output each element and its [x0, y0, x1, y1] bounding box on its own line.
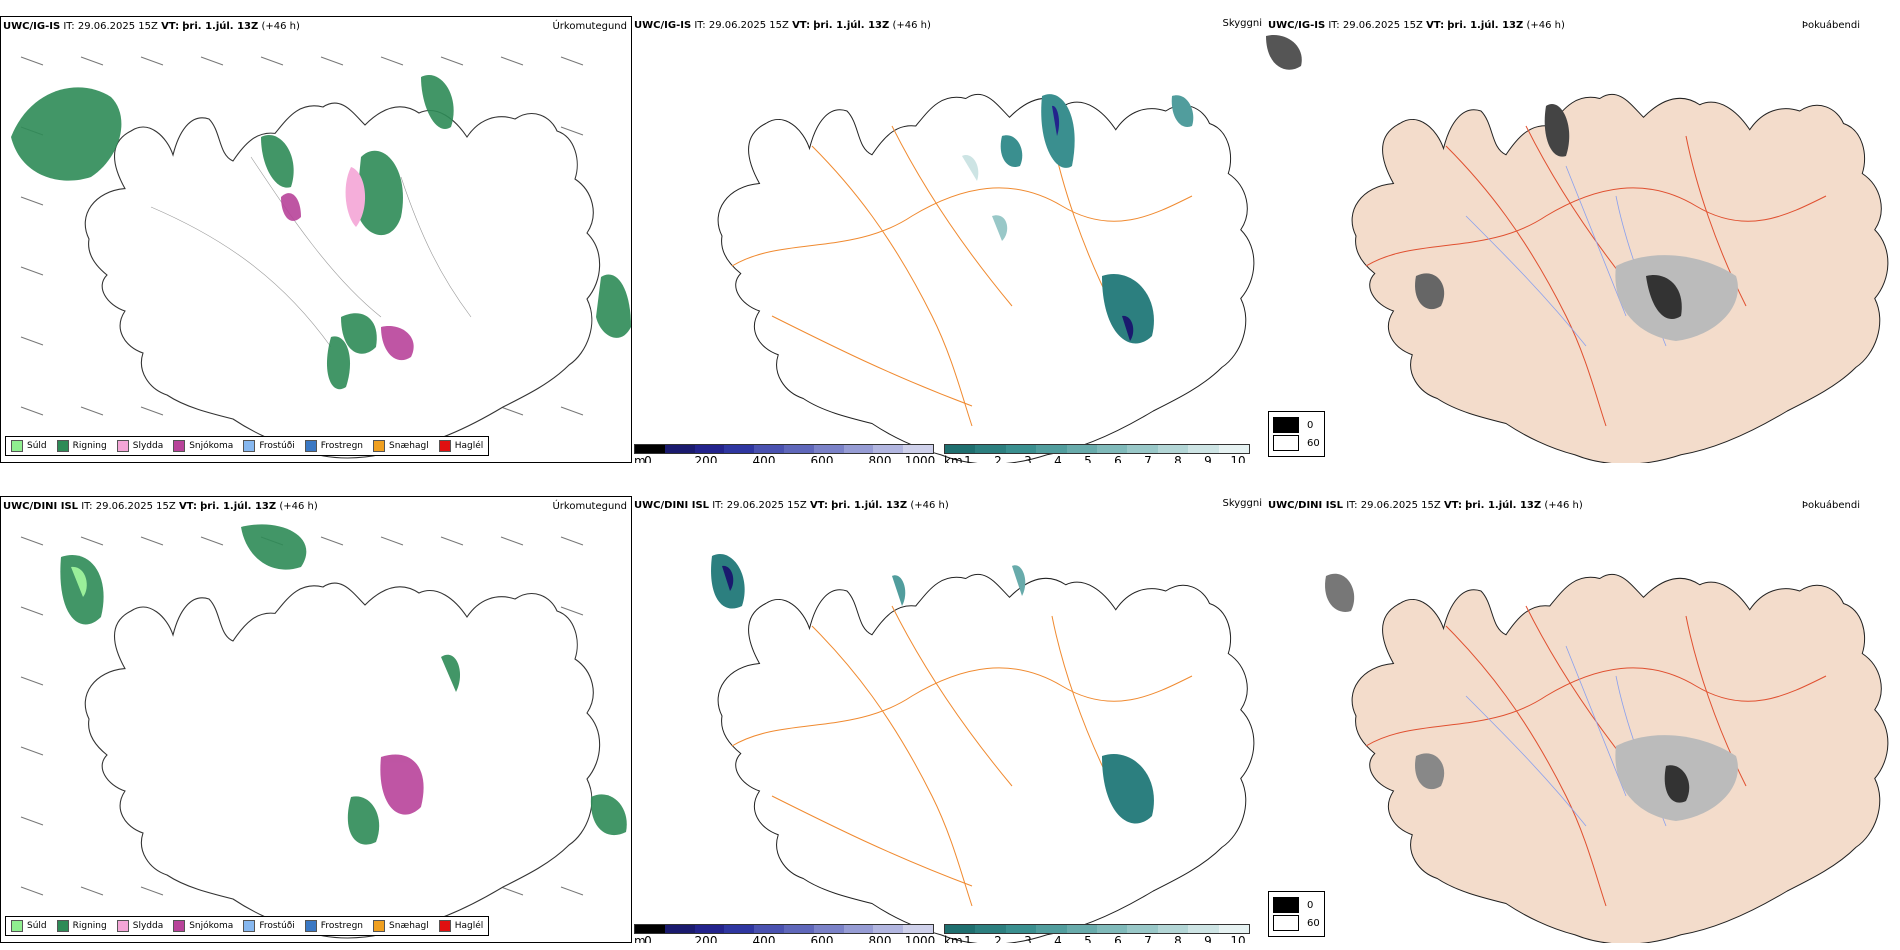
- panel-type-cloud: Skyggni: [1222, 498, 1262, 509]
- ceiling-colorbar: m 0 200 400 600 800 1000: [634, 924, 935, 943]
- ceiling-areas: [711, 554, 1154, 824]
- precip-panel-row1: UWC/IG-IS IT: 29.06.2025 15Z VT: þri. 1.…: [0, 16, 632, 463]
- cloud-map: [711, 554, 1255, 943]
- panel-type-fog: Þokuábendi: [1801, 500, 1860, 511]
- it-label: IT:: [63, 21, 75, 32]
- ceiling-colorbar: m 0 200 400 600 800 1000: [634, 444, 936, 463]
- legend-item-rigning: Rigning: [56, 440, 107, 452]
- precip-map: [20, 524, 627, 939]
- legend-item-haglel: Haglél: [438, 440, 483, 452]
- cloud-panel-row2: UWC/DINI ISL IT: 29.06.2025 15Z VT: þri.…: [632, 496, 1266, 943]
- panel-title: UWC/IG-IS IT: 29.06.2025 15Z VT: þri. 1.…: [3, 21, 300, 32]
- visibility-strip: [944, 444, 1250, 454]
- legend-item-snaehagl: Snæhagl: [373, 440, 429, 452]
- visibility-tick: 9: [1204, 454, 1212, 463]
- ceiling-unit: m: [634, 454, 646, 463]
- precip-panel-row2: UWC/DINI ISL IT: 29.06.2025 15Z VT: þri.…: [0, 496, 632, 943]
- legend-item-snjokoma: Snjókoma: [173, 440, 233, 452]
- panel-title: UWC/DINI ISL IT: 29.06.2025 15Z VT: þri.…: [1268, 500, 1583, 511]
- panel-title: UWC/IG-IS IT: 29.06.2025 15Z VT: þri. 1.…: [1268, 20, 1565, 31]
- ceiling-tick: 600: [810, 454, 834, 463]
- ceiling-strip: [634, 444, 934, 454]
- precip-map: [11, 56, 631, 459]
- visibility-tick: 8: [1174, 454, 1182, 463]
- roads: [731, 125, 1193, 427]
- panel-title: UWC/IG-IS IT: 29.06.2025 15Z VT: þri. 1.…: [634, 20, 931, 31]
- precip-legend: Súld Rigning Slydda Snjókoma Frostúði Fr…: [5, 916, 490, 936]
- ceiling-tick: 400: [752, 454, 776, 463]
- visibility-tick: 5: [1084, 454, 1092, 463]
- vt-value: þri. 1.júl. 13Z: [182, 21, 259, 32]
- precip-areas: [11, 75, 631, 390]
- panel-type-precip: Úrkomutegund: [552, 501, 627, 512]
- legend-item-slydda: Slydda: [116, 440, 163, 452]
- precip-legend: Súld Rigning Slydda Snjókoma Frostúði Fr…: [5, 436, 490, 456]
- vt-label: VT:: [161, 21, 180, 32]
- visibility-colorbar: km 1 2 3 4 5 6 7 8 9 10: [944, 924, 1250, 943]
- model-label: UWC/IG-IS: [3, 21, 61, 32]
- fog-panel-row2: UWC/DINI ISL IT: 29.06.2025 15Z VT: þri.…: [1266, 496, 1900, 943]
- visibility-colorbar: km 1 2 3 4 5 6 7 8 9 10: [944, 444, 1250, 463]
- panel-title: UWC/DINI ISL IT: 29.06.2025 15Z VT: þri.…: [3, 501, 318, 512]
- legend-item-frostudi: Frostúði: [243, 440, 295, 452]
- ceiling-tick: 800: [868, 454, 892, 463]
- panel-type-fog: Þokuábendi: [1801, 20, 1860, 31]
- visibility-unit: km: [944, 454, 963, 463]
- lead-time: (+46 h): [261, 21, 300, 32]
- visibility-tick: 4: [1054, 454, 1062, 463]
- ceiling-tick: 200: [694, 454, 718, 463]
- fog-map: [1266, 35, 1889, 463]
- cloud-map: [717, 93, 1255, 463]
- fog-legend-item: 60: [1273, 434, 1320, 452]
- visibility-tick: 1: [964, 454, 972, 463]
- fog-legend: 0 60: [1268, 411, 1325, 457]
- fog-panel-row1: UWC/IG-IS IT: 29.06.2025 15Z VT: þri. 1.…: [1266, 16, 1900, 463]
- panel-title: UWC/DINI ISL IT: 29.06.2025 15Z VT: þri.…: [634, 500, 949, 511]
- roads: [150, 156, 472, 348]
- fog-legend: 0 60: [1268, 891, 1325, 937]
- visibility-tick: 2: [994, 454, 1002, 463]
- legend-item-frostregn: Frostregn: [304, 440, 363, 452]
- ceiling-tick: 0: [644, 454, 652, 463]
- visibility-tick: 3: [1024, 454, 1032, 463]
- cloud-panel-row1: UWC/IG-IS IT: 29.06.2025 15Z VT: þri. 1.…: [632, 16, 1266, 463]
- fog-areas: [1266, 35, 1738, 341]
- visibility-tick: 6: [1114, 454, 1122, 463]
- fog-map: [1325, 573, 1889, 943]
- it-value: 29.06.2025 15Z: [77, 21, 158, 32]
- fog-legend-item: 0: [1273, 416, 1320, 434]
- legend-item-sudd: Súld: [11, 440, 47, 452]
- precip-areas: [60, 524, 627, 845]
- panel-type-cloud: Skyggni: [1222, 18, 1262, 29]
- ceiling-tick: 1000: [904, 454, 936, 463]
- panel-type-precip: Úrkomutegund: [552, 21, 627, 32]
- ceiling-areas: [962, 94, 1194, 344]
- visibility-tick: 10: [1230, 454, 1246, 463]
- visibility-tick: 7: [1144, 454, 1152, 463]
- fog-areas: [1325, 573, 1738, 821]
